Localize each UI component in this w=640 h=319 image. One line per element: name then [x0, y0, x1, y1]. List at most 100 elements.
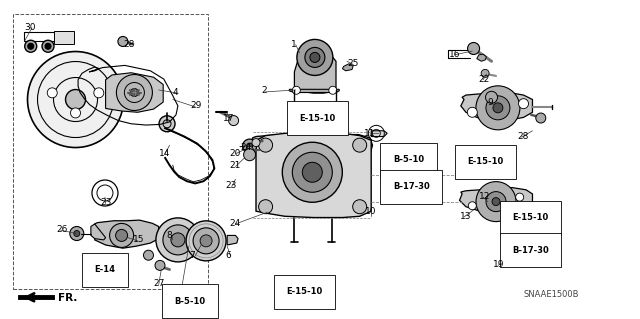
Text: 2: 2	[261, 86, 267, 95]
Circle shape	[246, 146, 253, 155]
Text: 24: 24	[240, 143, 252, 152]
Circle shape	[492, 197, 500, 206]
Circle shape	[47, 88, 57, 98]
Circle shape	[65, 90, 86, 109]
Text: 28: 28	[517, 132, 529, 141]
Circle shape	[244, 149, 255, 161]
Polygon shape	[106, 73, 163, 112]
Circle shape	[28, 52, 124, 147]
Polygon shape	[371, 131, 387, 137]
Polygon shape	[342, 64, 353, 71]
Circle shape	[74, 231, 80, 236]
Circle shape	[481, 69, 489, 78]
Circle shape	[25, 40, 36, 52]
Circle shape	[516, 193, 524, 201]
Circle shape	[467, 107, 477, 117]
Text: 21: 21	[229, 161, 241, 170]
Circle shape	[155, 260, 165, 271]
Circle shape	[116, 229, 127, 241]
Text: 20: 20	[229, 149, 241, 158]
Circle shape	[28, 43, 34, 49]
Text: 24: 24	[229, 219, 241, 228]
Text: 6: 6	[225, 251, 231, 260]
Circle shape	[518, 99, 529, 109]
Circle shape	[252, 138, 260, 147]
Circle shape	[353, 200, 367, 214]
Text: 4: 4	[173, 88, 179, 97]
Circle shape	[302, 162, 323, 182]
Text: E-14: E-14	[95, 265, 116, 274]
Circle shape	[292, 152, 332, 192]
Circle shape	[171, 233, 185, 247]
Text: 17: 17	[223, 114, 234, 123]
Circle shape	[536, 113, 546, 123]
Bar	[54, 31, 74, 44]
Text: 28: 28	[124, 40, 135, 48]
Polygon shape	[289, 89, 339, 93]
Text: 15: 15	[133, 235, 145, 244]
Circle shape	[228, 115, 239, 126]
Circle shape	[329, 86, 337, 94]
Text: 23: 23	[225, 181, 237, 190]
Circle shape	[109, 223, 134, 248]
Text: 7: 7	[189, 251, 195, 260]
Circle shape	[156, 218, 200, 262]
Text: 30: 30	[24, 23, 36, 32]
Text: 16: 16	[449, 50, 461, 59]
Text: E-15-10: E-15-10	[287, 287, 323, 296]
Circle shape	[468, 42, 479, 55]
Circle shape	[493, 103, 503, 113]
Text: SNAAE1500B: SNAAE1500B	[524, 290, 579, 299]
Circle shape	[297, 40, 333, 75]
Text: 23: 23	[100, 198, 112, 207]
Circle shape	[45, 43, 51, 49]
Circle shape	[486, 91, 497, 103]
Polygon shape	[256, 132, 371, 218]
Bar	[13, 14, 208, 289]
Text: E-15-10: E-15-10	[512, 213, 548, 222]
Circle shape	[246, 143, 253, 149]
Text: 29: 29	[191, 101, 202, 110]
Circle shape	[468, 202, 476, 210]
Circle shape	[243, 139, 257, 153]
Circle shape	[486, 96, 510, 120]
Circle shape	[476, 182, 516, 222]
Circle shape	[186, 221, 226, 261]
Text: 12: 12	[479, 192, 490, 201]
Polygon shape	[95, 220, 159, 248]
Circle shape	[353, 138, 367, 152]
Polygon shape	[294, 54, 336, 93]
Polygon shape	[91, 224, 106, 240]
Text: 26: 26	[56, 225, 68, 234]
Circle shape	[305, 48, 325, 67]
Circle shape	[310, 52, 320, 63]
Text: 27: 27	[154, 279, 165, 288]
Polygon shape	[460, 188, 532, 214]
Text: B-5-10: B-5-10	[393, 155, 424, 164]
Circle shape	[486, 192, 506, 211]
Circle shape	[538, 207, 548, 217]
Polygon shape	[461, 93, 532, 121]
Circle shape	[131, 88, 138, 97]
Text: 10: 10	[365, 207, 376, 216]
Circle shape	[70, 108, 81, 118]
Text: 14: 14	[159, 149, 170, 158]
Text: B-17-30: B-17-30	[393, 182, 429, 191]
Text: 9: 9	[488, 98, 493, 107]
Polygon shape	[250, 135, 372, 163]
Text: E-15-10: E-15-10	[300, 114, 336, 122]
Circle shape	[116, 75, 152, 110]
Polygon shape	[227, 235, 238, 245]
Circle shape	[143, 250, 154, 260]
Circle shape	[118, 36, 128, 47]
Text: FR.: FR.	[58, 293, 77, 303]
Polygon shape	[477, 54, 486, 61]
Circle shape	[193, 228, 219, 254]
Text: 22: 22	[479, 75, 490, 84]
Text: 8: 8	[166, 231, 172, 240]
Text: 25: 25	[348, 59, 359, 68]
Text: 19: 19	[493, 260, 504, 269]
Circle shape	[259, 138, 273, 152]
Circle shape	[476, 86, 520, 130]
Text: B-17-30: B-17-30	[512, 246, 548, 255]
